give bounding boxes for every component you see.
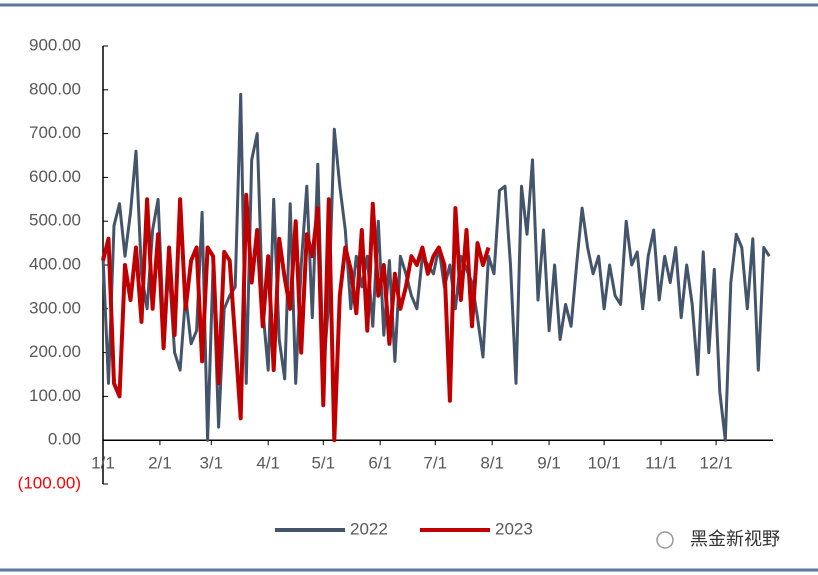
x-tick-label: 7/1	[423, 454, 447, 473]
x-tick-label: 8/1	[480, 454, 504, 473]
y-tick-label: 100.00	[29, 386, 81, 405]
y-tick-label: 500.00	[29, 211, 81, 230]
x-tick-label: 10/1	[588, 454, 621, 473]
x-tick-label: 5/1	[311, 454, 335, 473]
y-tick-label: 400.00	[29, 254, 81, 273]
y-tick-label: 0.00	[48, 430, 81, 449]
watermark-icon	[656, 531, 674, 549]
y-tick-label: 600.00	[29, 167, 81, 186]
x-tick-label: 1/1	[91, 454, 115, 473]
legend-label: 2023	[495, 519, 533, 538]
x-tick-label: 3/1	[199, 454, 223, 473]
y-tick-label: 700.00	[29, 123, 81, 142]
legend-label: 2022	[350, 519, 388, 538]
watermark: 黑金新视野	[690, 529, 780, 549]
y-tick-label: 200.00	[29, 342, 81, 361]
x-tick-label: 6/1	[368, 454, 392, 473]
x-tick-label: 11/1	[645, 454, 677, 473]
x-tick-label: 2/1	[148, 454, 172, 473]
line-2023	[101, 192, 491, 443]
y-tick-label: (100.00)	[18, 473, 81, 492]
y-tick-label: 900.00	[29, 35, 81, 54]
x-tick-label: 9/1	[537, 454, 561, 473]
x-tick-label: 12/1	[700, 454, 733, 473]
y-tick-label: 800.00	[29, 79, 81, 98]
y-tick-label: 300.00	[29, 298, 81, 317]
x-tick-label: 4/1	[256, 454, 280, 473]
